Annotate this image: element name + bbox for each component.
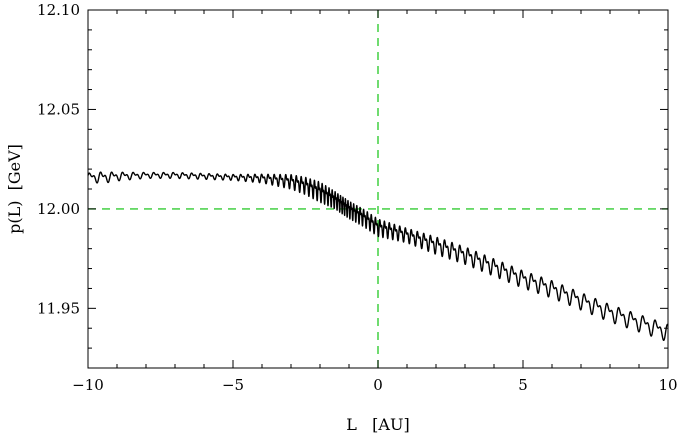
y-tick-label: 12.00 <box>37 200 80 218</box>
x-axis-label: L [AU] <box>346 415 409 434</box>
y-tick-label: 11.95 <box>37 299 80 317</box>
reference-lines <box>88 10 668 368</box>
series-layer <box>87 171 669 342</box>
series-line-0 <box>87 171 669 342</box>
y-tick-label: 12.10 <box>37 1 80 19</box>
x-tick-label: 10 <box>658 376 677 394</box>
x-tick-label: −10 <box>72 376 104 394</box>
y-axis-ticks: 11.95 12.00 12.05 12.10 <box>37 1 668 369</box>
plot-frame <box>87 9 669 369</box>
x-tick-label: 5 <box>518 376 528 394</box>
y-axis-label: p(L) [GeV] <box>5 144 24 234</box>
y-tick-label: 12.05 <box>37 100 80 118</box>
x-axis-ticks: −10 −5 0 5 10 <box>72 10 678 394</box>
x-tick-label: 0 <box>373 376 383 394</box>
x-tick-label: −5 <box>222 376 244 394</box>
